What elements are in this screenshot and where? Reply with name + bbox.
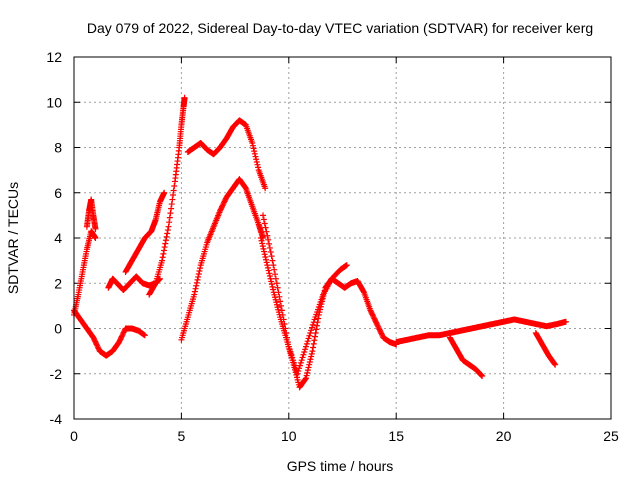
- series-track-2: [71, 228, 99, 318]
- x-tick-label: 15: [388, 428, 404, 444]
- point-markers: [122, 189, 168, 275]
- y-tick-label: 2: [54, 275, 62, 291]
- x-tick-label: 0: [70, 428, 78, 444]
- y-tick-label: -4: [50, 411, 63, 427]
- series-track-8: [184, 117, 269, 192]
- x-axis-label: GPS time / hours: [287, 458, 394, 474]
- point-markers: [146, 94, 188, 298]
- point-markers: [393, 316, 569, 346]
- y-tick-label: 10: [46, 94, 62, 110]
- y-tick-label: 12: [46, 49, 62, 65]
- y-tick-label: 8: [54, 140, 62, 156]
- x-tick-label: 20: [496, 428, 512, 444]
- y-tick-label: 4: [54, 230, 62, 246]
- series-track-1: [71, 307, 148, 359]
- point-markers: [446, 334, 486, 380]
- series-track-5: [122, 189, 168, 275]
- point-markers: [178, 176, 267, 343]
- series-track-6: [146, 94, 188, 298]
- x-tick-label: 5: [178, 428, 186, 444]
- point-markers: [257, 235, 400, 391]
- series-track-12: [446, 334, 486, 380]
- axis-ticks: 0 5 10 15 20 25 -4 -2 0 2 4 6 8 10 12: [46, 49, 619, 444]
- point-markers: [184, 117, 269, 192]
- point-markers: [71, 307, 148, 359]
- series-track-11: [393, 316, 569, 346]
- series-track-7: [178, 176, 267, 343]
- series-track-13: [532, 330, 559, 368]
- point-markers: [532, 330, 559, 368]
- series-track-3: [83, 196, 99, 232]
- series-track-9: [257, 235, 400, 391]
- y-tick-label: 0: [54, 321, 62, 337]
- x-tick-label: 25: [603, 428, 619, 444]
- point-markers: [83, 196, 99, 232]
- grid-lines: [74, 57, 611, 419]
- plot-frame: [73, 56, 612, 420]
- point-markers: [260, 212, 350, 377]
- series-track-10: [260, 212, 350, 377]
- data-points: [71, 94, 569, 391]
- x-tick-label: 10: [281, 428, 297, 444]
- y-tick-label: 6: [54, 185, 62, 201]
- y-axis-label: SDTVAR / TECUs: [5, 182, 21, 294]
- point-markers: [71, 228, 99, 318]
- chart-title: Day 079 of 2022, Sidereal Day-to-day VTE…: [87, 20, 593, 36]
- y-tick-label: -2: [50, 366, 63, 382]
